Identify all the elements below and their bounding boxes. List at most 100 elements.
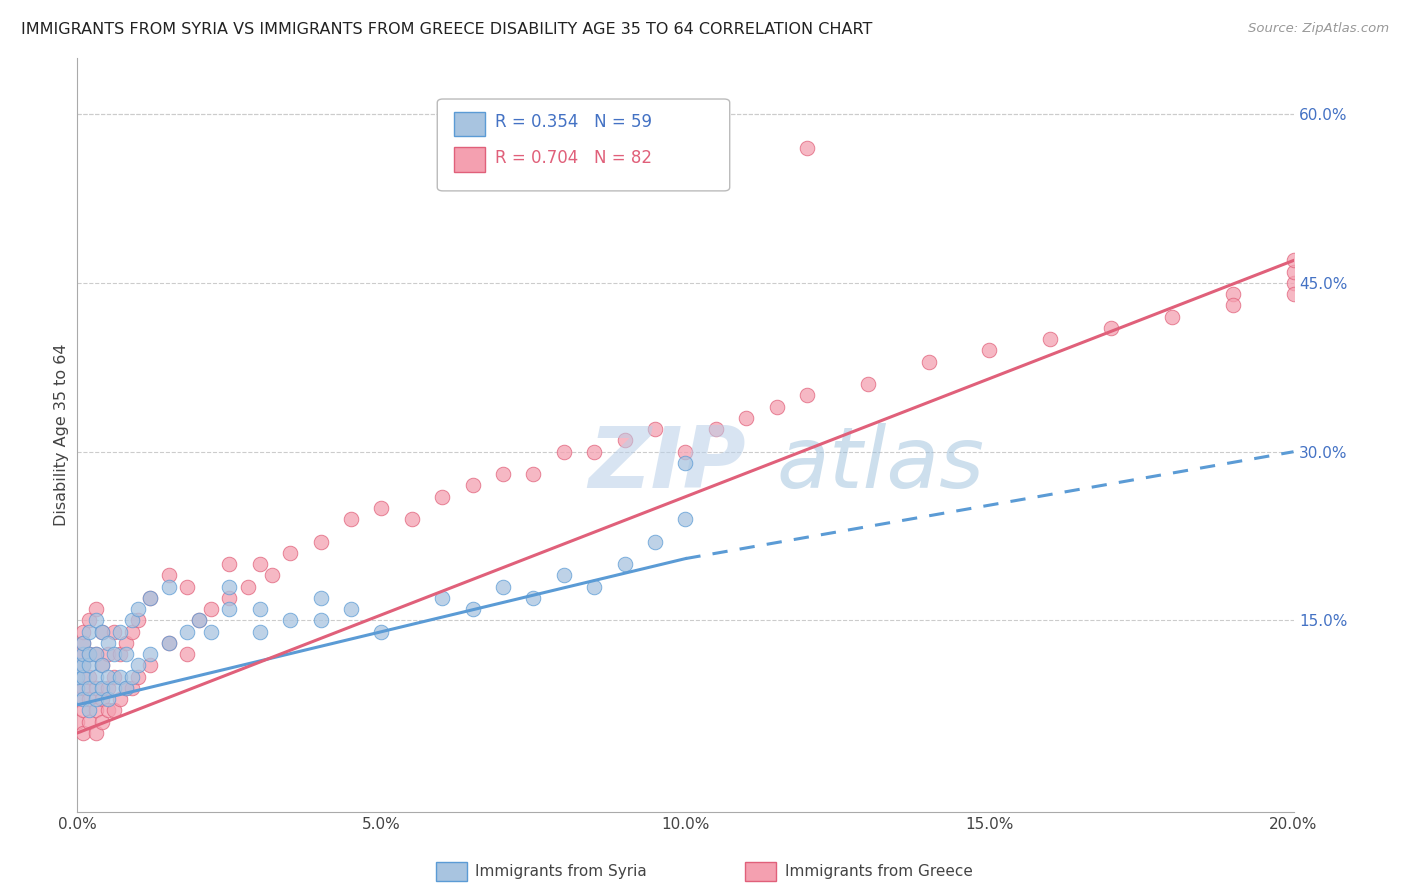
- Point: [461, 602, 484, 616]
- Point: [79, 647, 101, 661]
- Point: [176, 580, 198, 594]
- Point: [176, 647, 198, 661]
- Point: [115, 636, 138, 650]
- Point: [278, 546, 301, 560]
- Point: [72, 658, 94, 673]
- Point: [79, 714, 101, 729]
- Text: R = 0.354   N = 59: R = 0.354 N = 59: [495, 113, 652, 131]
- Point: [613, 434, 636, 448]
- Point: [90, 658, 112, 673]
- Point: [108, 647, 131, 661]
- Text: Immigrants from Greece: Immigrants from Greece: [785, 864, 973, 879]
- Point: [84, 647, 107, 661]
- Point: [79, 614, 101, 628]
- Point: [309, 614, 332, 628]
- Point: [218, 602, 240, 616]
- Point: [103, 624, 125, 639]
- Point: [103, 703, 125, 717]
- Point: [1282, 276, 1305, 290]
- Point: [340, 512, 363, 526]
- Point: [66, 714, 89, 729]
- Point: [66, 670, 89, 684]
- Point: [108, 670, 131, 684]
- Point: [103, 681, 125, 695]
- Point: [157, 580, 180, 594]
- Point: [157, 636, 180, 650]
- Point: [84, 614, 107, 628]
- Text: Immigrants from Syria: Immigrants from Syria: [475, 864, 647, 879]
- Point: [583, 444, 606, 458]
- Point: [644, 422, 666, 436]
- Point: [218, 580, 240, 594]
- Point: [979, 343, 1001, 358]
- Point: [115, 647, 138, 661]
- Point: [72, 692, 94, 706]
- Point: [115, 681, 138, 695]
- Point: [218, 591, 240, 605]
- Y-axis label: Disability Age 35 to 64: Disability Age 35 to 64: [53, 343, 69, 526]
- Point: [121, 624, 143, 639]
- Text: Source: ZipAtlas.com: Source: ZipAtlas.com: [1249, 22, 1389, 36]
- Point: [72, 624, 94, 639]
- Point: [72, 636, 94, 650]
- Point: [127, 614, 149, 628]
- Point: [176, 624, 198, 639]
- Point: [121, 681, 143, 695]
- Point: [79, 670, 101, 684]
- Point: [97, 670, 120, 684]
- Point: [236, 580, 259, 594]
- Point: [675, 512, 697, 526]
- Point: [200, 624, 222, 639]
- Point: [66, 658, 89, 673]
- Point: [370, 500, 392, 515]
- Point: [84, 703, 107, 717]
- Point: [553, 444, 575, 458]
- Point: [492, 580, 515, 594]
- Point: [188, 614, 211, 628]
- Point: [432, 591, 454, 605]
- Point: [461, 478, 484, 492]
- Point: [918, 355, 941, 369]
- Point: [79, 647, 101, 661]
- Point: [66, 647, 89, 661]
- Point: [84, 726, 107, 740]
- Point: [66, 670, 89, 684]
- Point: [1282, 265, 1305, 279]
- Text: atlas: atlas: [776, 424, 984, 507]
- Point: [765, 400, 787, 414]
- Point: [309, 591, 332, 605]
- Point: [84, 647, 107, 661]
- Point: [157, 568, 180, 582]
- Point: [84, 681, 107, 695]
- Point: [66, 681, 89, 695]
- Point: [1282, 287, 1305, 301]
- Point: [340, 602, 363, 616]
- Point: [72, 636, 94, 650]
- Text: R = 0.704   N = 82: R = 0.704 N = 82: [495, 149, 652, 167]
- Point: [139, 591, 162, 605]
- Point: [704, 422, 727, 436]
- Point: [139, 591, 162, 605]
- Point: [139, 658, 162, 673]
- Point: [97, 647, 120, 661]
- Point: [97, 681, 120, 695]
- Point: [675, 456, 697, 470]
- Point: [735, 411, 758, 425]
- Point: [72, 726, 94, 740]
- Point: [115, 681, 138, 695]
- Point: [72, 703, 94, 717]
- Point: [492, 467, 515, 482]
- Point: [127, 602, 149, 616]
- Point: [66, 692, 89, 706]
- Point: [108, 692, 131, 706]
- Point: [79, 703, 101, 717]
- Point: [260, 568, 283, 582]
- Point: [72, 658, 94, 673]
- Point: [309, 534, 332, 549]
- Point: [1099, 321, 1122, 335]
- Point: [97, 636, 120, 650]
- Point: [121, 614, 143, 628]
- Point: [432, 490, 454, 504]
- Point: [127, 670, 149, 684]
- Point: [108, 624, 131, 639]
